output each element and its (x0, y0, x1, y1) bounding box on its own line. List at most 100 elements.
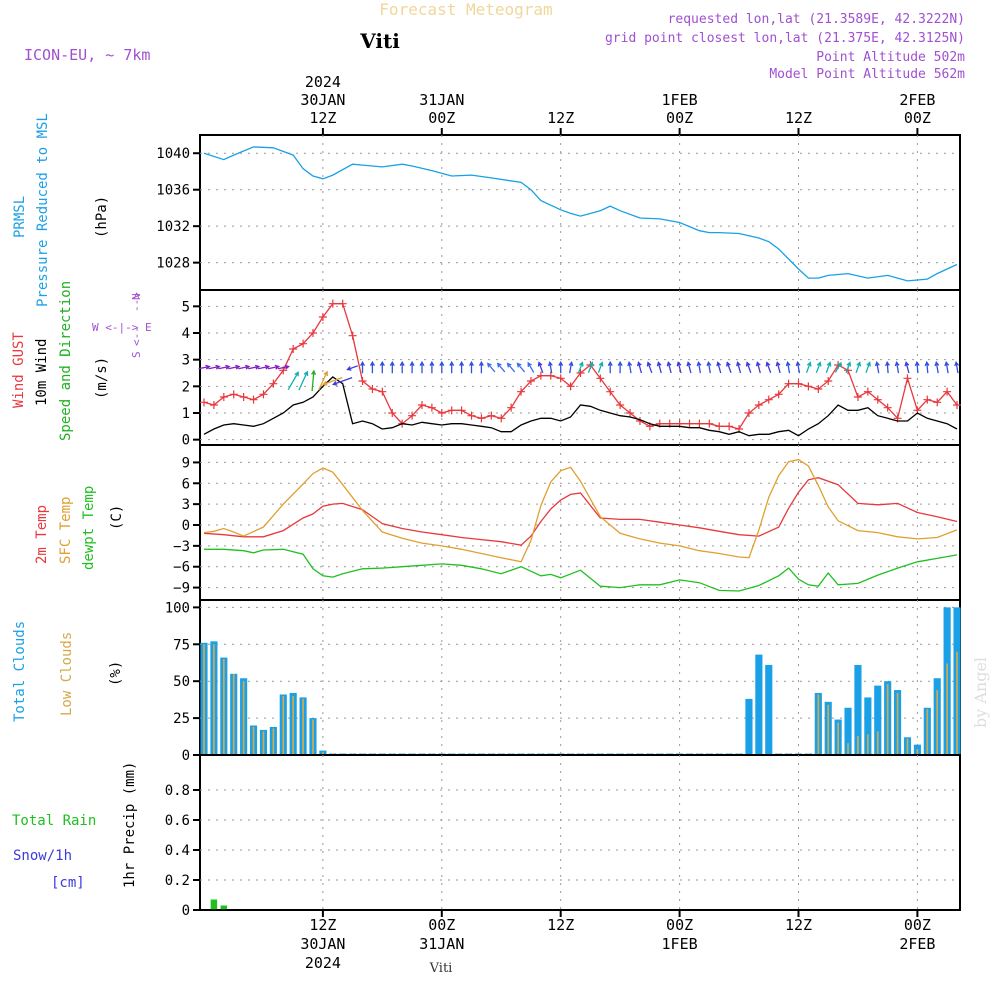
wind-ytick-label: 1 (182, 406, 190, 422)
wind-direction-arrow (587, 361, 594, 374)
total-cloud-bar (854, 664, 862, 755)
wind-direction-arrow (785, 360, 791, 374)
low-cloud-bar (292, 695, 295, 755)
wind-ytick-label: 0 (182, 433, 190, 449)
low-cloud-bar (302, 698, 304, 755)
point-altitude: Point Altitude 502m (816, 50, 965, 65)
gust-point (229, 390, 238, 399)
wind-direction-arrow (198, 364, 211, 370)
wind-direction-arrow (238, 364, 251, 370)
gust-point (853, 393, 862, 401)
gust-point (338, 299, 347, 308)
pressure-label-1: PRMSL (12, 196, 28, 238)
gust-point (883, 403, 892, 412)
bottom-axis-label: 31JAN (419, 935, 464, 953)
total-clouds-label: Total Clouds (12, 621, 28, 722)
total-cloud-bar (755, 654, 763, 755)
clouds-ytick-label: 100 (165, 600, 190, 616)
gust-point (754, 401, 763, 409)
compass-we: W <-|-> E (92, 321, 152, 334)
wind-direction-arrow (346, 365, 359, 371)
low-cloud-bar (886, 684, 889, 755)
wind-direction-arrow (686, 361, 692, 374)
chart-title: Forecast Meteogram (379, 0, 552, 19)
low-cloud-bar (926, 709, 929, 755)
total-cloud-bar (844, 707, 852, 755)
wind-direction-arrow (478, 360, 484, 374)
top-axis-label: 12Z (547, 109, 574, 127)
gust-point (417, 401, 426, 409)
gust-point (239, 393, 248, 401)
top-axis-label: 2FEB (899, 91, 935, 109)
wind-ytick-label: 5 (182, 299, 190, 315)
gust-point (923, 395, 932, 404)
low-cloud-bar (946, 663, 948, 755)
temperature-frame (199, 444, 961, 601)
wind-direction-arrow (369, 360, 375, 374)
wind-direction-arrow (755, 361, 761, 374)
clouds-ytick-label: 75 (173, 637, 190, 653)
wind-direction-arrow (311, 369, 317, 392)
gust-point (517, 387, 526, 396)
low-cloud-bar (817, 694, 820, 755)
temperature-ytick-label: 9 (182, 455, 190, 471)
wind-direction-arrow (399, 360, 405, 374)
wind-direction-arrow (597, 361, 604, 374)
gust-point (705, 419, 714, 428)
wind-direction-arrow (298, 370, 309, 391)
gust-point (626, 409, 635, 417)
top-axis-label: 12Z (785, 109, 812, 127)
wind-direction-arrow (322, 376, 343, 386)
gust-point (219, 393, 228, 401)
wind-direction-arrow (506, 362, 516, 373)
wind-direction-arrow (459, 360, 465, 374)
gust-point (566, 382, 575, 391)
wind-direction-arrow (865, 361, 871, 374)
low-cloud-bar (827, 704, 830, 755)
precip-ytick-label: 0.4 (165, 843, 190, 859)
top-axis-label: 2024 (305, 73, 341, 91)
wind-direction-arrow (516, 362, 526, 373)
pressure-unit: (hPa) (94, 196, 110, 238)
gust-point (725, 422, 734, 431)
2m-temp-line (203, 477, 958, 546)
wind-direction-arrow (527, 361, 535, 373)
gust-point (685, 419, 694, 428)
pressure-frame (199, 134, 961, 291)
wind-panel: 0 1 2 3 4 5 (182, 289, 962, 449)
gust-point (873, 395, 882, 404)
watermark: by Angel (971, 657, 990, 728)
wind-unit: (m/s) (94, 357, 110, 399)
gust-point (328, 299, 337, 308)
gust-point (487, 411, 496, 420)
total-cloud-bar (765, 664, 773, 755)
gust-point (933, 398, 942, 407)
precip-ytick-label: 0.6 (165, 813, 190, 829)
clouds-panel: 0 25 50 75 100 (165, 599, 961, 764)
wind-direction-arrow (568, 360, 574, 374)
cloud-labels: Total Clouds Low Clouds (%) (12, 621, 124, 722)
wind-direction-arrow (636, 361, 643, 374)
wind-direction-arrow (267, 364, 281, 370)
temperature-ytick-label: −6 (173, 560, 190, 576)
total-cloud-bar (874, 685, 882, 755)
wind-direction-arrow (409, 360, 415, 374)
wind-direction-arrow (716, 361, 722, 374)
total-cloud-bar (745, 698, 753, 755)
wind-direction-arrow (496, 362, 506, 373)
total-cloud-bar (864, 697, 872, 755)
gust-point (348, 331, 357, 340)
wind-direction-arrow (617, 360, 623, 374)
pressure-labels: PRMSL Pressure Reduced to MSL (hPa) (12, 113, 110, 307)
gust-point (784, 379, 793, 388)
temperature-ytick-label: 3 (182, 497, 190, 513)
bottom-axis-label: 12Z (547, 916, 574, 934)
compass-n: N (130, 293, 143, 300)
gust-point (457, 406, 466, 415)
gust-point (378, 387, 387, 396)
compass-arrow-up: --> (130, 292, 143, 312)
temperature-ytick-label: 6 (182, 476, 190, 492)
wind-direction-arrow (469, 360, 474, 374)
clouds-ytick-label: 25 (173, 711, 190, 727)
